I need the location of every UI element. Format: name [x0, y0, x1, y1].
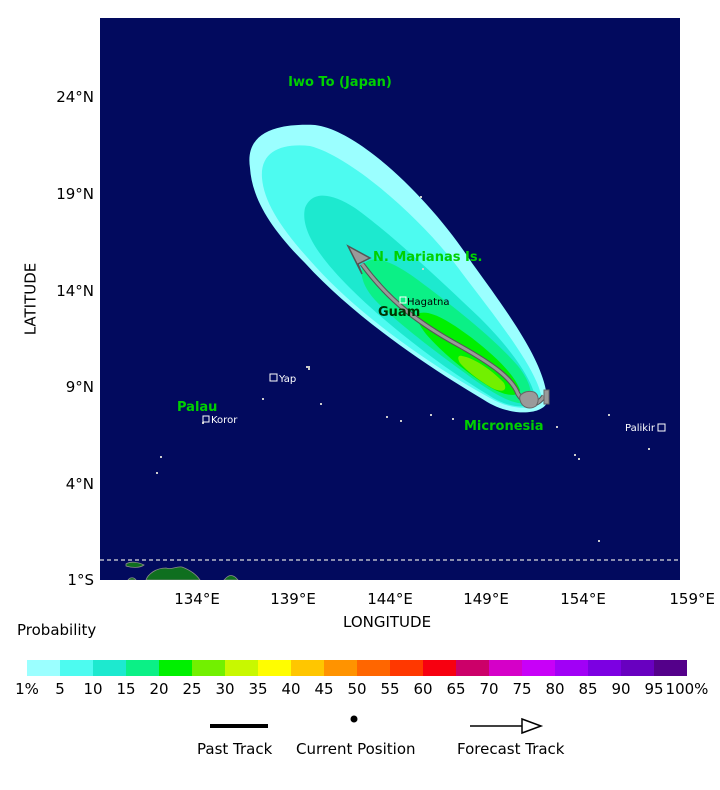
- colorbar-tick-label: 50: [347, 680, 367, 698]
- x-tick-label: 144°E: [367, 590, 413, 608]
- colorbar-tick-label: 35: [248, 680, 268, 698]
- colorbar-tick-label: 15: [116, 680, 136, 698]
- current-blob: [519, 391, 539, 409]
- colorbar-swatch: [324, 660, 357, 676]
- islet-west: [125, 561, 145, 568]
- colorbar-tick-label: 80: [545, 680, 565, 698]
- colorbar-swatch: [588, 660, 621, 676]
- koror-marker: [202, 415, 210, 423]
- colorbar-swatch: [621, 660, 654, 676]
- y-tick-label: 1°S: [67, 571, 94, 589]
- colorbar-swatch: [489, 660, 522, 676]
- colorbar-swatch: [27, 660, 60, 676]
- map-area: Iwo To (Japan) N. Marianas Is. Guam Pala…: [100, 18, 680, 580]
- track-arrowhead: [346, 244, 372, 275]
- new-guinea-coast: [145, 566, 201, 580]
- track-key-graphics: [210, 715, 544, 735]
- forecast-arrow-icon: [521, 717, 544, 735]
- colorbar-tick-label: 75: [512, 680, 532, 698]
- colorbar-swatch: [522, 660, 555, 676]
- current-position-dot: [350, 715, 358, 723]
- islet-far: [127, 577, 137, 580]
- origin-hook: [543, 389, 550, 405]
- colorbar-tick-label: 65: [446, 680, 466, 698]
- region-labels: Iwo To (Japan) N. Marianas Is. Guam Pala…: [177, 75, 543, 434]
- x-tick-label: 139°E: [270, 590, 316, 608]
- y-tick-label: 4°N: [65, 475, 94, 493]
- colorbar-swatch: [60, 660, 93, 676]
- colorbar-swatch: [225, 660, 258, 676]
- city-label: Koror: [211, 415, 238, 426]
- x-axis-title: LONGITUDE: [343, 613, 432, 631]
- colorbar-tick-label: 1%: [15, 680, 39, 698]
- y-tick-label: 14°N: [56, 282, 94, 300]
- forecast-track-label: Forecast Track: [457, 740, 565, 758]
- city-label: Yap: [278, 374, 296, 385]
- x-tick-label: 159°E: [669, 590, 715, 608]
- colorbar-tick-label: 40: [281, 680, 301, 698]
- region-label: Guam: [378, 305, 420, 320]
- colorbar-swatch: [126, 660, 159, 676]
- probability-colorbar: [27, 660, 687, 676]
- colorbar-tick-label: 95: [644, 680, 664, 698]
- region-label: Palau: [177, 400, 217, 415]
- city-markers: [202, 296, 666, 432]
- x-tick-label: 154°E: [560, 590, 606, 608]
- colorbar-swatch: [456, 660, 489, 676]
- colorbar-swatch: [93, 660, 126, 676]
- small-islands: [156, 196, 650, 542]
- land-masses: [125, 561, 239, 580]
- colorbar-swatch: [357, 660, 390, 676]
- colorbar-swatch: [291, 660, 324, 676]
- colorbar-tick-label: 25: [182, 680, 202, 698]
- y-tick-label: 24°N: [56, 88, 94, 106]
- colorbar-swatch: [159, 660, 192, 676]
- colorbar-swatch: [654, 660, 687, 676]
- colorbar-swatch: [192, 660, 225, 676]
- region-label: N. Marianas Is.: [373, 250, 483, 265]
- x-tick-label: 134°E: [174, 590, 220, 608]
- legend-title: Probability: [17, 621, 97, 639]
- colorbar-tick-label: 60: [413, 680, 433, 698]
- colorbar-tick-label: 90: [611, 680, 631, 698]
- colorbar-swatch: [555, 660, 588, 676]
- y-tick-label: 19°N: [56, 185, 94, 203]
- region-label: Micronesia: [464, 419, 543, 434]
- colorbar-swatch: [390, 660, 423, 676]
- city-labels: Hagatna Yap Koror Palikir: [211, 297, 656, 434]
- colorbar-tick-label: 45: [314, 680, 334, 698]
- y-tick-label: 9°N: [65, 378, 94, 396]
- palikir-marker: [657, 423, 666, 432]
- city-label: Palikir: [625, 423, 656, 434]
- colorbar-tick-label: 5: [55, 680, 65, 698]
- probability-map: Iwo To (Japan) N. Marianas Is. Guam Pala…: [100, 75, 680, 580]
- colorbar-tick-label: 10: [83, 680, 103, 698]
- colorbar-tick-label: 55: [380, 680, 400, 698]
- islet-south: [223, 575, 239, 580]
- forecast-track: [346, 244, 550, 409]
- colorbar-swatch: [258, 660, 291, 676]
- swath-25pct: [458, 355, 506, 391]
- colorbar-tick-label: 100%: [665, 680, 709, 698]
- current-position-label: Current Position: [296, 740, 416, 758]
- colorbar-tick-label: 70: [479, 680, 499, 698]
- colorbar-swatch: [423, 660, 456, 676]
- colorbar-tick-label: 85: [578, 680, 598, 698]
- colorbar-tick-label: 30: [215, 680, 235, 698]
- city-label: Hagatna: [407, 297, 450, 308]
- colorbar-tick-label: 20: [149, 680, 169, 698]
- probability-swath: [249, 124, 548, 413]
- hagatna-marker: [399, 296, 407, 304]
- region-label: Iwo To (Japan): [288, 75, 392, 90]
- past-track-label: Past Track: [197, 740, 273, 758]
- yap-marker: [269, 373, 278, 382]
- x-tick-label: 149°E: [463, 590, 509, 608]
